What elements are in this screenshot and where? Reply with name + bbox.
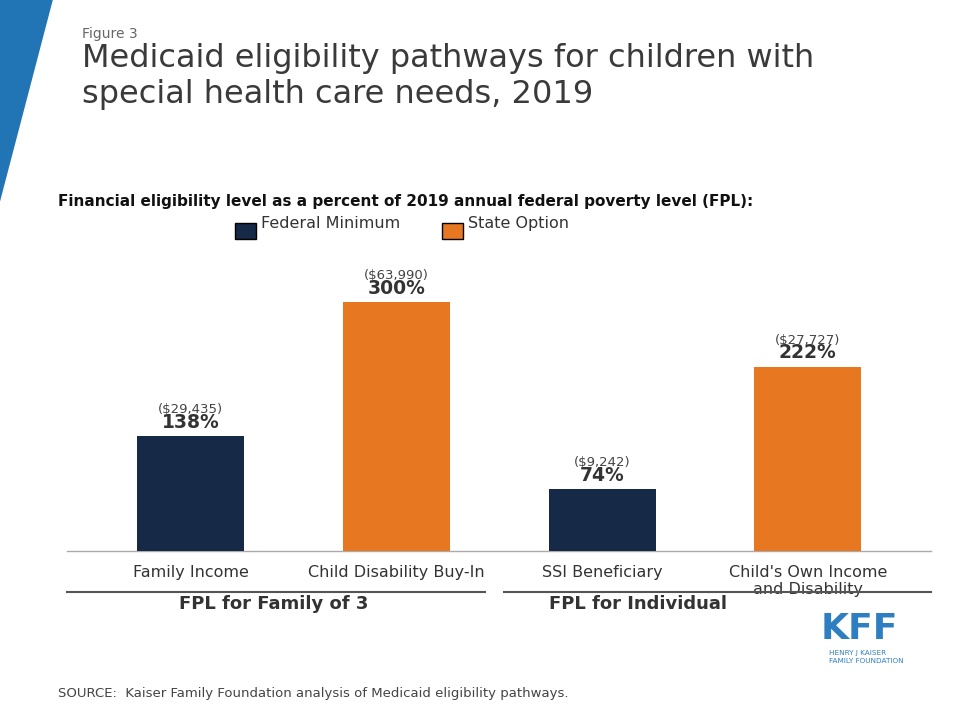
Bar (137, 436, 244, 551)
Bar (755, 366, 861, 551)
Text: FPL for Individual: FPL for Individual (549, 595, 728, 613)
Text: Financial eligibility level as a percent of 2019 annual federal poverty level (F: Financial eligibility level as a percent… (58, 194, 753, 210)
FancyBboxPatch shape (235, 223, 256, 239)
Text: ($63,990): ($63,990) (364, 269, 429, 282)
Bar (548, 490, 656, 551)
Text: 222%: 222% (779, 343, 837, 362)
Text: ($9,242): ($9,242) (574, 456, 631, 469)
Polygon shape (0, 0, 53, 202)
FancyBboxPatch shape (442, 223, 463, 239)
Text: KFF: KFF (821, 612, 899, 646)
Text: Figure 3: Figure 3 (82, 27, 137, 41)
Text: Federal Minimum: Federal Minimum (261, 216, 400, 230)
Text: 74%: 74% (580, 467, 624, 485)
Text: HENRY J KAISER
FAMILY FOUNDATION: HENRY J KAISER FAMILY FOUNDATION (829, 650, 904, 664)
Text: ($27,727): ($27,727) (775, 333, 840, 346)
Text: State Option: State Option (468, 216, 569, 230)
Text: Medicaid eligibility pathways for children with
special health care needs, 2019: Medicaid eligibility pathways for childr… (82, 43, 814, 110)
Text: SOURCE:  Kaiser Family Foundation analysis of Medicaid eligibility pathways.: SOURCE: Kaiser Family Foundation analysi… (58, 687, 568, 700)
Bar (343, 302, 450, 551)
Text: FPL for Family of 3: FPL for Family of 3 (179, 595, 369, 613)
Text: 138%: 138% (161, 413, 220, 432)
Text: ($29,435): ($29,435) (158, 403, 223, 416)
Text: 300%: 300% (368, 279, 425, 297)
